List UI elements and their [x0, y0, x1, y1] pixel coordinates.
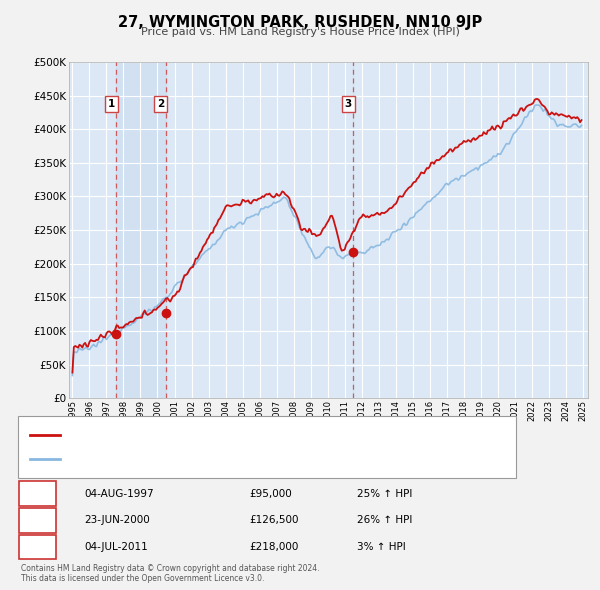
Text: 3: 3: [344, 99, 352, 109]
Text: Price paid vs. HM Land Registry's House Price Index (HPI): Price paid vs. HM Land Registry's House …: [140, 27, 460, 37]
Text: 1: 1: [34, 489, 41, 499]
Text: 3% ↑ HPI: 3% ↑ HPI: [357, 542, 406, 552]
Text: 2: 2: [34, 516, 41, 525]
Text: 27, WYMINGTON PARK, RUSHDEN, NN10 9JP: 27, WYMINGTON PARK, RUSHDEN, NN10 9JP: [118, 15, 482, 30]
Text: 04-AUG-1997: 04-AUG-1997: [84, 489, 154, 499]
Text: 1: 1: [108, 99, 115, 109]
Text: 26% ↑ HPI: 26% ↑ HPI: [357, 516, 412, 525]
Text: Contains HM Land Registry data © Crown copyright and database right 2024.
This d: Contains HM Land Registry data © Crown c…: [21, 563, 320, 583]
Text: HPI: Average price, detached house, North Northamptonshire: HPI: Average price, detached house, Nort…: [66, 455, 358, 464]
Text: 27, WYMINGTON PARK, RUSHDEN, NN10 9JP (detached house): 27, WYMINGTON PARK, RUSHDEN, NN10 9JP (d…: [66, 430, 361, 439]
Text: £95,000: £95,000: [249, 489, 292, 499]
Text: 23-JUN-2000: 23-JUN-2000: [84, 516, 150, 525]
Bar: [116, 62, 166, 398]
Text: 25% ↑ HPI: 25% ↑ HPI: [357, 489, 412, 499]
Text: 3: 3: [34, 542, 41, 552]
Text: 2: 2: [157, 99, 164, 109]
Text: £218,000: £218,000: [249, 542, 298, 552]
Text: £126,500: £126,500: [249, 516, 299, 525]
Text: 04-JUL-2011: 04-JUL-2011: [84, 542, 148, 552]
